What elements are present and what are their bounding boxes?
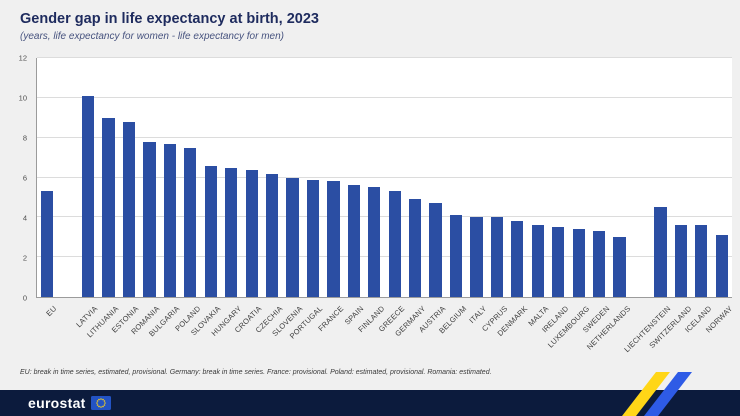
footer-bar: eurostat xyxy=(0,390,740,416)
bar xyxy=(552,227,565,297)
bar xyxy=(204,165,217,297)
bar xyxy=(531,225,544,297)
bar xyxy=(225,167,238,297)
bar xyxy=(286,177,299,297)
bar xyxy=(654,207,667,297)
bar xyxy=(613,237,626,297)
chart-subtitle: (years, life expectancy for women - life… xyxy=(20,31,284,42)
footnote: EU: break in time series, estimated, pro… xyxy=(20,369,492,376)
bar xyxy=(695,225,708,297)
bar xyxy=(715,235,728,297)
gridline xyxy=(37,256,732,258)
bar xyxy=(41,191,54,297)
bar xyxy=(163,143,176,297)
gridline xyxy=(37,176,732,178)
y-tick-label: 4 xyxy=(22,213,27,223)
bar xyxy=(572,229,585,297)
eurostat-logo: eurostat xyxy=(28,395,86,411)
bar xyxy=(470,217,483,297)
y-tick-label: 6 xyxy=(22,173,27,183)
chart-title: Gender gap in life expectancy at birth, … xyxy=(20,11,319,27)
bar xyxy=(265,173,279,297)
y-tick-label: 0 xyxy=(22,293,27,303)
y-tick-label: 8 xyxy=(22,133,27,143)
bar xyxy=(122,121,136,297)
bar xyxy=(327,181,340,297)
plot-area xyxy=(36,57,732,298)
y-axis: 0 2 4 6 8 10 12 xyxy=(0,54,32,303)
y-tick-label: 12 xyxy=(18,53,27,63)
gridline xyxy=(37,216,732,218)
bar xyxy=(593,231,606,297)
eu-flag-icon xyxy=(90,396,111,410)
bar xyxy=(449,215,463,297)
bar xyxy=(429,203,442,297)
bar xyxy=(388,191,401,297)
ribbon-decoration-icon xyxy=(622,372,692,416)
bar xyxy=(102,117,115,297)
y-tick-label: 2 xyxy=(22,253,27,263)
bar xyxy=(409,199,422,297)
bar xyxy=(143,141,156,297)
bar xyxy=(490,217,504,297)
chart-header: Gender gap in life expectancy at birth, … xyxy=(0,0,740,42)
y-tick-label: 10 xyxy=(18,93,27,103)
bar xyxy=(184,147,197,297)
bar xyxy=(306,179,320,297)
bar xyxy=(511,221,524,297)
gridline xyxy=(37,57,732,58)
bar xyxy=(674,225,687,297)
gridline xyxy=(37,136,732,138)
bar xyxy=(81,95,95,297)
x-axis: EU LATVIA LITHUANIA ESTONIA ROMANIA BULGARIA P… xyxy=(36,298,735,362)
chart: 0 2 4 6 8 10 12 EU LATVIA LITHUANIA ESTONIA ROMANI… xyxy=(0,54,740,362)
bar xyxy=(368,187,381,297)
bar xyxy=(347,185,360,297)
bar xyxy=(245,169,258,297)
gridline xyxy=(37,96,732,98)
